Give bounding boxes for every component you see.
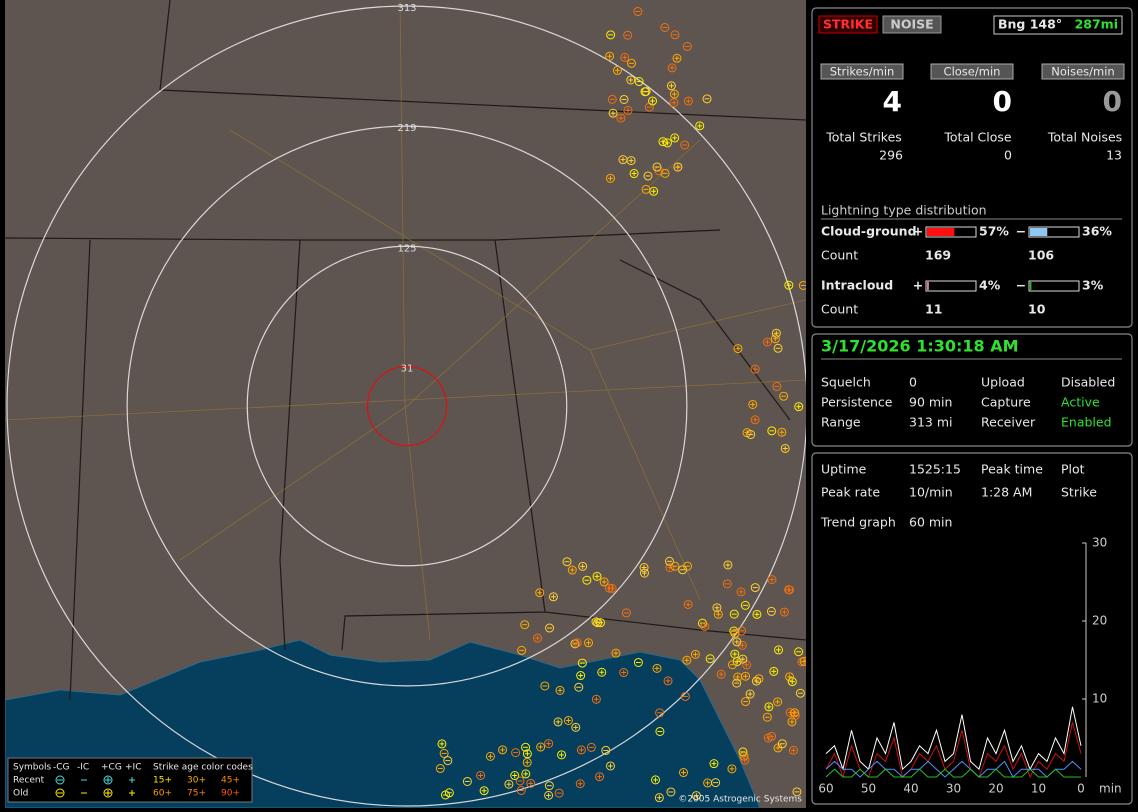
sign: − [1016, 278, 1026, 293]
legend-age: 60+ [153, 789, 172, 799]
noise-button-label[interactable]: NOISE [890, 17, 933, 32]
setting-cell: Active [1061, 395, 1100, 410]
stat-cell: Peak time [981, 462, 1043, 477]
trend-span: 60 min [909, 515, 952, 530]
setting-cell: Persistence [821, 395, 893, 410]
stat-cell: Strike [1061, 485, 1097, 500]
x-tick-label: 50 [861, 782, 876, 796]
legend-row-label: Old [13, 789, 28, 799]
setting-cell: 0 [909, 375, 917, 390]
setting-cell: Range [821, 415, 861, 430]
count: 169 [925, 248, 951, 263]
copyright: ©2005 Astrogenic Systems [678, 795, 802, 805]
legend-row-label: Recent [13, 776, 45, 786]
stat-cell: 1525:15 [909, 462, 961, 477]
count: 106 [1028, 248, 1054, 263]
stat-cell: Plot [1061, 462, 1085, 477]
stat-cell: 10/min [909, 485, 953, 500]
rate-value: 4 [883, 85, 902, 118]
bar [927, 228, 954, 236]
total-value: 296 [879, 148, 903, 163]
distance: 287mi [1075, 17, 1118, 32]
rate-header: Noises/min [1051, 65, 1114, 79]
map: 313 219 125 31 [5, 0, 808, 808]
legend-age: 15+ [153, 776, 172, 786]
bar [1030, 282, 1031, 290]
setting-cell: 90 min [909, 395, 952, 410]
range-ring-label: 31 [401, 363, 414, 374]
legend-column: +CG [101, 763, 122, 773]
range-ring-label: 313 [397, 3, 416, 14]
legend-age-label: Strike age color codes [153, 763, 253, 773]
sign: − [1016, 224, 1026, 239]
bar-track [1029, 281, 1079, 291]
bar [927, 282, 929, 290]
count-label: Count [821, 302, 858, 317]
setting-cell: Disabled [1061, 375, 1115, 390]
total-label: Total Noises [1047, 130, 1122, 145]
distribution-title: Lightning type distribution [821, 203, 987, 218]
x-tick-label: 10 [1031, 782, 1046, 796]
x-unit: min [1099, 782, 1122, 796]
range-ring-label: 125 [397, 243, 416, 254]
legend-age: 45+ [221, 776, 240, 786]
bearing: Bng 148° [998, 17, 1062, 32]
stat-cell: 1:28 AM [981, 485, 1032, 500]
rate-header: Strikes/min [830, 65, 895, 79]
setting-cell: Capture [981, 395, 1031, 410]
strike-button-label[interactable]: STRIKE [823, 17, 873, 32]
sign: + [913, 278, 923, 293]
percent: 36% [1082, 224, 1112, 239]
trend-label: Trend graph [820, 515, 896, 530]
count: 10 [1028, 302, 1046, 317]
type-name: Cloud-ground [821, 224, 917, 239]
setting-cell: Upload [981, 375, 1025, 390]
percent: 4% [979, 278, 1001, 293]
count-label: Count [821, 248, 858, 263]
rate-value: 0 [993, 85, 1012, 118]
stat-cell: Uptime [821, 462, 867, 477]
legend-age: 75+ [187, 789, 206, 799]
x-tick-label: 30 [946, 782, 961, 796]
percent: 3% [1082, 278, 1104, 293]
legend-column: -CG [53, 763, 70, 773]
trend-panel [812, 453, 1132, 804]
x-tick-label: 20 [988, 782, 1003, 796]
x-tick-label: 60 [818, 782, 833, 796]
legend-age: 90+ [221, 789, 240, 799]
sign: + [913, 224, 923, 239]
rate-value: 0 [1103, 85, 1122, 118]
legend-column: -IC [77, 763, 89, 773]
setting-cell: Receiver [981, 415, 1036, 430]
total-label: Total Strikes [825, 130, 902, 145]
setting-cell: 313 mi [909, 415, 952, 430]
legend-age: 30+ [187, 776, 206, 786]
total-label: Total Close [943, 130, 1012, 145]
setting-cell: Enabled [1061, 415, 1112, 430]
x-tick-label: 0 [1077, 782, 1085, 796]
y-tick-label: 20 [1092, 614, 1107, 628]
x-tick-label: 40 [903, 782, 918, 796]
stat-cell: Peak rate [821, 485, 880, 500]
y-tick-label: 30 [1092, 536, 1107, 550]
range-ring-label: 219 [397, 123, 416, 134]
rate-header: Close/min [944, 65, 1001, 79]
bar-track [926, 281, 976, 291]
bar [1030, 228, 1047, 236]
percent: 57% [979, 224, 1009, 239]
total-value: 13 [1106, 148, 1122, 163]
legend-column: +IC [125, 763, 141, 773]
datetime: 3/17/2026 1:30:18 AM [821, 337, 1019, 356]
legend-symbols-label: Symbols [13, 763, 52, 773]
total-value: 0 [1004, 148, 1012, 163]
count: 11 [925, 302, 942, 317]
y-tick-label: 10 [1092, 692, 1107, 706]
setting-cell: Squelch [821, 375, 871, 390]
type-name: Intracloud [821, 278, 893, 293]
